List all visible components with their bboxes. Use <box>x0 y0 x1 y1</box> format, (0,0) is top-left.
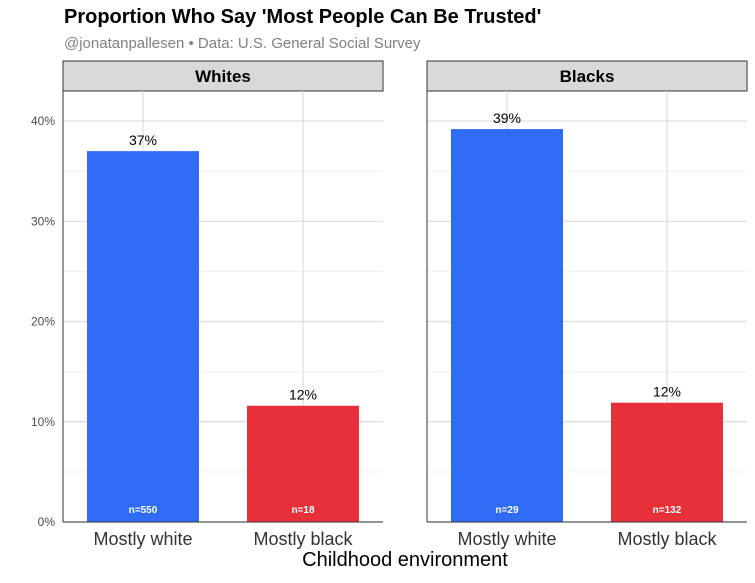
x-tick-label: Mostly white <box>457 529 556 549</box>
x-tick-label: Mostly white <box>93 529 192 549</box>
bar <box>87 151 199 523</box>
bar-value-label: 12% <box>653 384 681 400</box>
bar-n-label: n=18 <box>291 505 315 516</box>
bar <box>611 402 723 522</box>
facet-label: Whites <box>195 67 251 86</box>
bar-value-label: 12% <box>289 387 317 403</box>
bar <box>247 405 359 522</box>
bar-value-label: 39% <box>493 110 521 126</box>
x-axis-title: Childhood environment <box>302 549 508 571</box>
y-tick-label: 20% <box>31 315 55 329</box>
y-tick-label: 40% <box>31 114 55 128</box>
y-tick-label: 10% <box>31 415 55 429</box>
facet-strip-1 <box>426 60 748 92</box>
bar-n-label: n=132 <box>653 505 682 516</box>
chart-title: Proportion Who Say 'Most People Can Be T… <box>64 6 542 28</box>
x-tick-label: Mostly black <box>253 529 353 549</box>
bar <box>451 129 563 522</box>
facet-strip-0 <box>62 60 384 92</box>
bar-value-label: 37% <box>129 132 157 148</box>
y-tick-label: 0% <box>38 515 56 529</box>
bar-n-label: n=29 <box>495 505 519 516</box>
facet-label: Blacks <box>560 67 615 86</box>
y-tick-label: 30% <box>31 214 55 228</box>
x-tick-label: Mostly black <box>617 529 717 549</box>
chart-subtitle: @jonatanpallesen • Data: U.S. General So… <box>64 35 421 52</box>
bar-n-label: n=550 <box>129 505 158 516</box>
